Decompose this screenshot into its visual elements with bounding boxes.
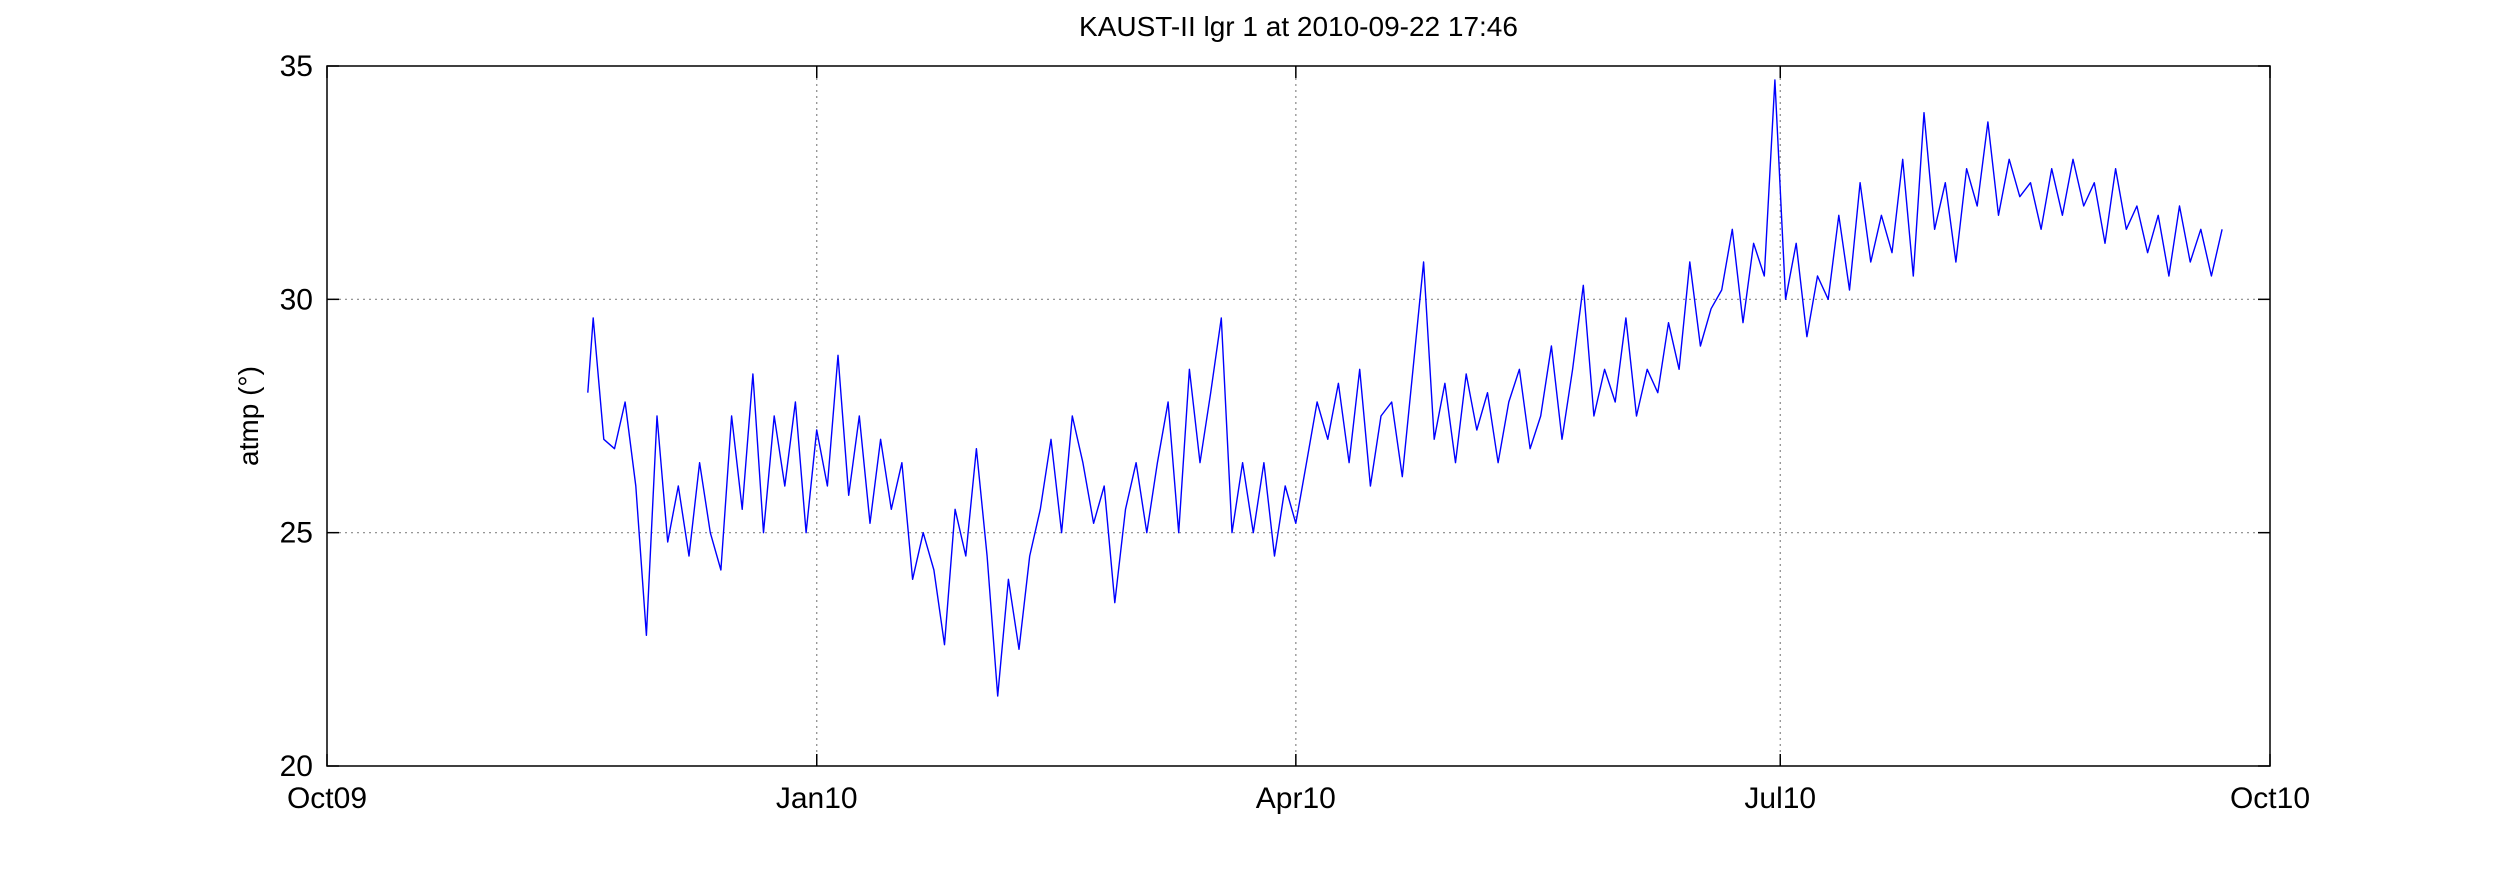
y-axis-label: atmp (°) [233, 366, 264, 466]
y-tick-label: 30 [280, 283, 313, 316]
tick-labels: Oct09 Jan10 Apr10 Jul10 Oct10 20 25 30 35 [280, 50, 2310, 815]
plot-area-frame [326, 65, 2271, 767]
x-tick-label: Oct09 [287, 782, 367, 815]
x-tick-label: Apr10 [1256, 782, 1336, 815]
grid-lines [327, 66, 2270, 766]
data-layer [587, 79, 2223, 697]
y-tick-label: 20 [280, 750, 313, 783]
y-tick-label: 25 [280, 517, 313, 550]
chart-title: KAUST-II lgr 1 at 2010-09-22 17:46 [1079, 11, 1518, 42]
y-tick-label: 35 [280, 50, 313, 83]
axis-ticks [326, 65, 2271, 767]
x-tick-label: Oct10 [2230, 782, 2310, 815]
x-tick-label: Jan10 [776, 782, 858, 815]
x-tick-label: Jul10 [1744, 782, 1816, 815]
series-line [587, 79, 2223, 697]
